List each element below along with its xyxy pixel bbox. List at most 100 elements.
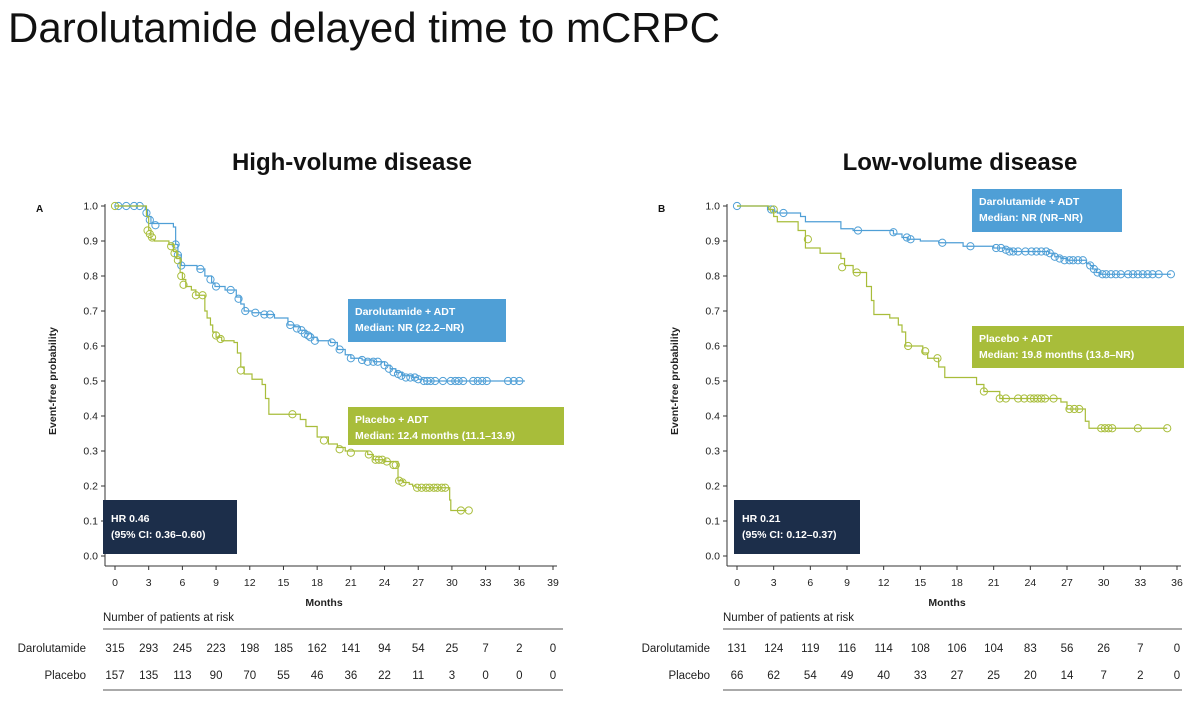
censor-mark-darolutamide [1148,270,1157,279]
censor-mark-darolutamide [363,357,372,366]
censor-mark-placebo [398,478,407,487]
risk-row-label: Placebo [668,670,710,682]
censor-mark-darolutamide [902,233,911,242]
censor-mark-darolutamide [889,228,898,237]
censor-mark-placebo [382,457,391,466]
censor-mark-placebo [1037,394,1046,403]
risk-count: 315 [105,643,124,655]
censor-mark-placebo [364,450,373,459]
x-tick-label: 6 [807,577,813,589]
risk-count: 26 [1097,643,1110,655]
risk-count: 49 [841,670,854,682]
risk-count: 157 [105,670,124,682]
censor-mark-placebo [335,445,344,454]
censor-mark-placebo [1001,394,1010,403]
censor-mark-placebo [838,263,847,272]
censor-mark-placebo [236,366,245,375]
censor-mark-placebo [198,291,207,300]
censor-mark-darolutamide [1009,247,1018,256]
legend-series-name: Darolutamide + ADT [355,306,456,318]
censor-mark-darolutamide [1138,270,1147,279]
x-tick-label: 0 [734,577,740,589]
x-tick-label: 27 [1061,577,1073,589]
censor-mark-placebo [170,249,179,258]
risk-count: 124 [764,643,784,655]
censor-mark-darolutamide [482,376,491,386]
risk-count: 106 [947,643,966,655]
y-axis-label: Event-free probability [669,327,681,435]
censor-mark-placebo [1049,394,1058,403]
y-tick-label: 0.5 [705,376,720,388]
risk-count: 185 [274,643,293,655]
censor-mark-darolutamide [1111,270,1120,279]
risk-count: 54 [412,643,425,655]
censor-mark-placebo [1020,394,1029,403]
panel-letter: A [36,204,43,215]
censor-mark-placebo [346,448,355,457]
censor-mark-darolutamide [1124,270,1133,279]
y-tick-label: 0.8 [83,271,98,283]
risk-table-caption: Number of patients at risk [723,612,854,624]
y-tick-label: 0.0 [705,551,720,563]
censor-mark-darolutamide [414,375,423,384]
censor-mark-placebo [433,483,442,492]
risk-count: 83 [1024,643,1037,655]
risk-count: 2 [516,643,522,655]
legend-median: Median: 12.4 months (11.1–13.9) [355,430,515,442]
censor-mark-darolutamide [304,331,313,340]
risk-count: 25 [987,670,1000,682]
censor-mark-placebo [110,201,120,211]
censor-mark-darolutamide [1102,270,1111,279]
censor-mark-placebo [378,455,387,464]
km-curve-placebo [115,205,467,512]
x-axis-label: Months [928,597,965,609]
risk-count: 90 [210,670,223,682]
censor-mark-placebo [147,233,157,242]
y-tick-label: 0.9 [705,236,720,248]
panel-title: Low-volume disease [843,149,1078,176]
y-tick-label: 0.5 [83,376,98,388]
censor-mark-darolutamide [1078,256,1087,265]
legend-series-name: Placebo + ADT [979,333,1053,345]
x-tick-label: 33 [480,577,492,589]
y-tick-label: 0.0 [83,551,98,563]
legend-series-name: Placebo + ADT [355,414,429,426]
risk-count: 198 [240,643,259,655]
x-tick-label: 24 [379,577,391,589]
censor-mark-darolutamide [423,376,432,386]
risk-count: 0 [550,670,556,682]
x-tick-label: 9 [213,577,219,589]
y-tick-label: 0.8 [705,271,720,283]
legend-median: Median: NR (NR–NR) [979,212,1083,224]
censor-mark-placebo [216,334,225,344]
censor-mark-darolutamide [1098,270,1107,279]
censor-mark-darolutamide [509,376,518,386]
risk-count: 55 [277,670,290,682]
high-volume-km-chart: High-volume disease A 0.0 0.1 0.2 0.3 0.4 0.5 0.… [18,149,564,691]
km-curve-darolutamide [737,205,1171,275]
censor-mark-darolutamide [1065,256,1074,265]
censor-mark-placebo [1163,424,1172,433]
censor-mark-darolutamide [327,338,336,347]
censor-mark-darolutamide [145,215,154,225]
risk-count: 54 [804,670,817,682]
censor-mark-darolutamide [1069,256,1078,265]
censor-mark-placebo [1065,404,1074,414]
risk-count: 293 [139,643,158,655]
x-tick-label: 12 [878,577,890,589]
hazard-ratio-box [734,500,860,554]
risk-count: 46 [311,670,324,682]
x-tick-label: 30 [1098,577,1110,589]
risk-count: 0 [516,670,522,682]
panel-title: High-volume disease [232,149,472,176]
censor-mark-darolutamide [938,238,947,247]
censor-mark-darolutamide [1042,247,1051,256]
risk-count: 27 [951,670,964,682]
risk-count: 56 [1061,643,1074,655]
hazard-ratio-value: HR 0.46 [111,513,150,525]
censor-mark-darolutamide [515,376,524,386]
censor-mark-darolutamide [779,208,788,218]
risk-count: 108 [911,643,930,655]
risk-count: 0 [1174,643,1180,655]
censor-mark-darolutamide [473,376,482,386]
